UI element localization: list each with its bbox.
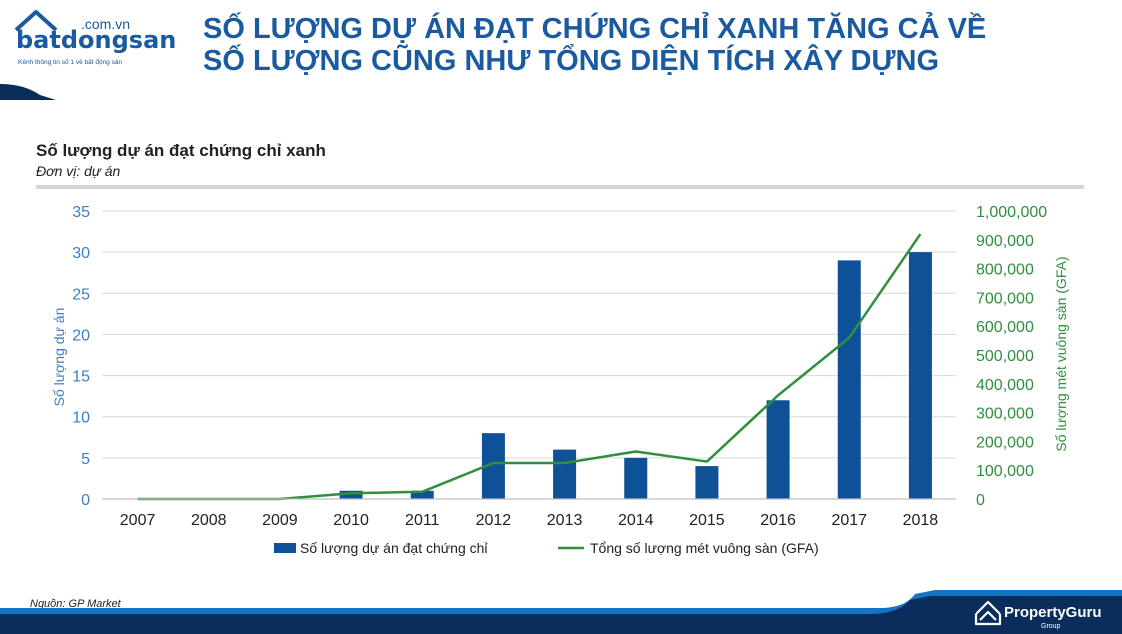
- propertyguru-mark-icon: [974, 600, 1002, 626]
- legend-bar-swatch: [274, 543, 296, 553]
- x-axis-tick-label: 2012: [476, 512, 512, 529]
- logo-domain: .com.vn: [81, 16, 130, 32]
- left-axis-tick-label: 25: [72, 286, 90, 303]
- right-axis-tick-label: 700,000: [976, 290, 1034, 307]
- propertyguru-wordmark: PropertyGuru: [1004, 604, 1102, 621]
- house-roof-icon: [14, 10, 58, 32]
- x-axis-tick-label: 2016: [760, 512, 796, 529]
- propertyguru-logo: PropertyGuru Group: [974, 600, 1102, 630]
- bar: [908, 252, 932, 499]
- x-axis-tick-label: 2015: [689, 512, 725, 529]
- x-axis-tick-label: 2008: [191, 512, 227, 529]
- right-axis-tick-label: 500,000: [976, 348, 1034, 365]
- right-axis-tick-label: 600,000: [976, 319, 1034, 336]
- chart-title-divider: [36, 185, 1084, 189]
- left-axis-tick-label: 35: [72, 204, 90, 221]
- x-axis-tick-label: 2018: [903, 512, 939, 529]
- right-axis-tick-label: 300,000: [976, 406, 1034, 423]
- right-axis-tick-label: 100,000: [976, 463, 1034, 480]
- bar: [410, 490, 434, 499]
- right-axis-tick-label: 0: [976, 492, 985, 509]
- batdongsan-logo: .com.vn batdongsan Kênh thông tin số 1 v…: [14, 10, 176, 66]
- x-axis-tick-label: 2007: [120, 512, 156, 529]
- x-axis-tick-label: 2017: [831, 512, 867, 529]
- right-axis-tick-label: 400,000: [976, 377, 1034, 394]
- x-axis-tick-label: 2013: [547, 512, 583, 529]
- bar: [481, 433, 505, 499]
- chart-title: Số lượng dự án đạt chứng chỉ xanh: [36, 141, 326, 160]
- right-axis-tick-label: 1,000,000: [976, 204, 1047, 221]
- right-axis-tick-label: 900,000: [976, 233, 1034, 250]
- left-axis-tick-label: 20: [72, 327, 90, 344]
- bar: [624, 457, 648, 499]
- legend-bar-label: Số lượng dự án đạt chứng chỉ: [300, 540, 488, 556]
- bar: [695, 466, 719, 499]
- axes: 0 5 10 15 20 25 30 35 0 100,000 200,000 300,000 400,…: [72, 204, 1047, 529]
- chart-subtitle: Đơn vị: dự án: [36, 163, 120, 179]
- footer-band-dark: [0, 596, 1122, 634]
- x-axis-tick-label: 2009: [262, 512, 298, 529]
- logo-wordmark: batdongsan: [16, 26, 176, 54]
- grid-lines: [102, 210, 956, 459]
- x-axis-tick-label: 2010: [333, 512, 369, 529]
- logo-tagline: Kênh thông tin số 1 về bất động sản: [18, 57, 122, 66]
- right-axis-title: Số lượng mét vuông sàn (GFA): [1053, 256, 1069, 451]
- propertyguru-sub: Group: [1041, 623, 1061, 630]
- x-axis-tick-label: 2014: [618, 512, 654, 529]
- legend-line-label: Tổng số lượng mét vuông sàn (GFA): [590, 540, 819, 556]
- bar: [837, 260, 861, 499]
- slide-title-line1: SỐ LƯỢNG DỰ ÁN ĐẠT CHỨNG CHỈ XANH TĂNG C…: [203, 11, 986, 45]
- x-axis-tick-label: 2011: [405, 512, 440, 529]
- bar: [553, 449, 577, 499]
- left-axis-tick-label: 15: [72, 369, 90, 386]
- right-axis-tick-label: 800,000: [976, 262, 1034, 279]
- bar: [339, 490, 363, 499]
- slide-title-line2: SỐ LƯỢNG CŨNG NHƯ TỔNG DIỆN TÍCH XÂY DỰN…: [203, 43, 939, 77]
- gfa-line: [137, 233, 922, 501]
- header-corner-decoration: [0, 84, 56, 100]
- left-axis-tick-label: 0: [81, 492, 90, 509]
- left-axis-tick-label: 10: [72, 410, 90, 427]
- left-axis-tick-label: 5: [81, 451, 90, 468]
- source-note: Nguồn: GP Market: [30, 598, 122, 610]
- left-axis-title: Số lượng dự án: [51, 308, 67, 407]
- bar: [766, 400, 790, 499]
- legend: Số lượng dự án đạt chứng chỉ Tổng số lượ…: [274, 540, 819, 556]
- left-axis-tick-label: 30: [72, 245, 90, 262]
- gfa-line-path: [137, 233, 922, 501]
- right-axis-tick-label: 200,000: [976, 434, 1034, 451]
